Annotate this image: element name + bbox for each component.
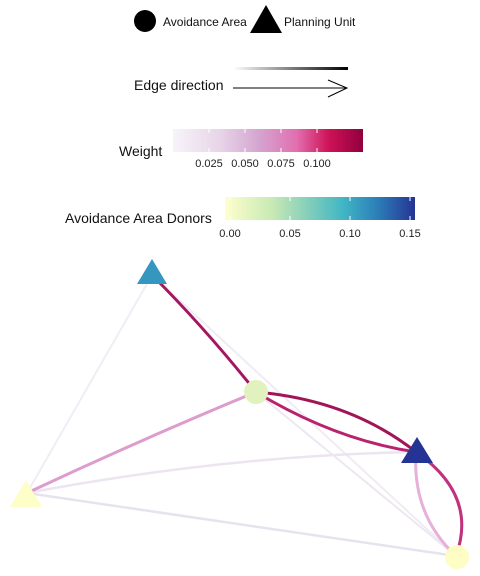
weight-tick-label: 0.075 xyxy=(267,158,295,170)
weight-colorbar-ticks xyxy=(208,129,318,152)
edge-pu-top-to-pu-left xyxy=(26,274,153,494)
planning-unit-node-right xyxy=(401,437,433,463)
network-nodes xyxy=(10,259,469,569)
planning-unit-node-left xyxy=(10,480,42,507)
donors-colorbar-ticks xyxy=(229,197,411,220)
shape-legend-label-planning-unit: Planning Unit xyxy=(284,15,356,29)
edge-pu-top-to-aa-bottom-right xyxy=(151,274,457,557)
edge-aa-center-to-pu-right xyxy=(254,390,418,454)
edge-pu-top-to-aa-center xyxy=(150,273,258,394)
edge-pu-right-to-aa-bottom-right-light xyxy=(414,450,458,558)
shape-legend-label-avoidance-area: Avoidance Area xyxy=(163,15,247,29)
donors-tick-label: 0.05 xyxy=(279,228,300,240)
weight-tick-label: 0.050 xyxy=(231,158,259,170)
edge-pu-left-to-aa-bottom-right xyxy=(25,491,458,558)
avoidance-area-node-bottom-right xyxy=(445,545,469,569)
edge-aa-center-to-pu-left xyxy=(25,390,258,495)
donors-legend: Avoidance Area Donors 0.00 0.05 0.10 0.1… xyxy=(65,197,421,240)
edge-direction-label: Edge direction xyxy=(134,77,224,93)
donors-tick-label: 0.10 xyxy=(339,228,360,240)
weight-legend: Weight 0.025 0.050 0.075 0.100 xyxy=(119,129,363,170)
edge-direction-arrow-head-icon xyxy=(327,79,349,98)
planning-unit-node-top xyxy=(137,259,167,284)
edge-direction-gradient-bar xyxy=(233,67,348,70)
edge-aa-center-to-aa-bottom-right xyxy=(255,391,457,557)
donors-legend-title: Avoidance Area Donors xyxy=(65,210,212,226)
avoidance-area-circle-icon xyxy=(134,10,156,32)
shape-legend: Avoidance Area Planning Unit xyxy=(134,5,356,33)
weight-legend-title: Weight xyxy=(119,143,162,159)
donors-tick-label: 0.15 xyxy=(399,228,420,240)
avoidance-area-node-center xyxy=(244,380,268,404)
edge-pu-left-to-pu-right xyxy=(25,450,418,495)
edge-direction-legend: Edge direction xyxy=(134,67,349,98)
weight-tick-label: 0.025 xyxy=(195,158,223,170)
donors-colorbar xyxy=(225,197,415,220)
planning-unit-triangle-icon xyxy=(250,5,282,33)
donors-tick-label: 0.00 xyxy=(219,228,240,240)
weight-colorbar xyxy=(173,129,363,152)
network-edges xyxy=(25,273,464,558)
edge-pu-right-to-aa-center xyxy=(254,390,418,454)
weight-tick-label: 0.100 xyxy=(303,158,331,170)
